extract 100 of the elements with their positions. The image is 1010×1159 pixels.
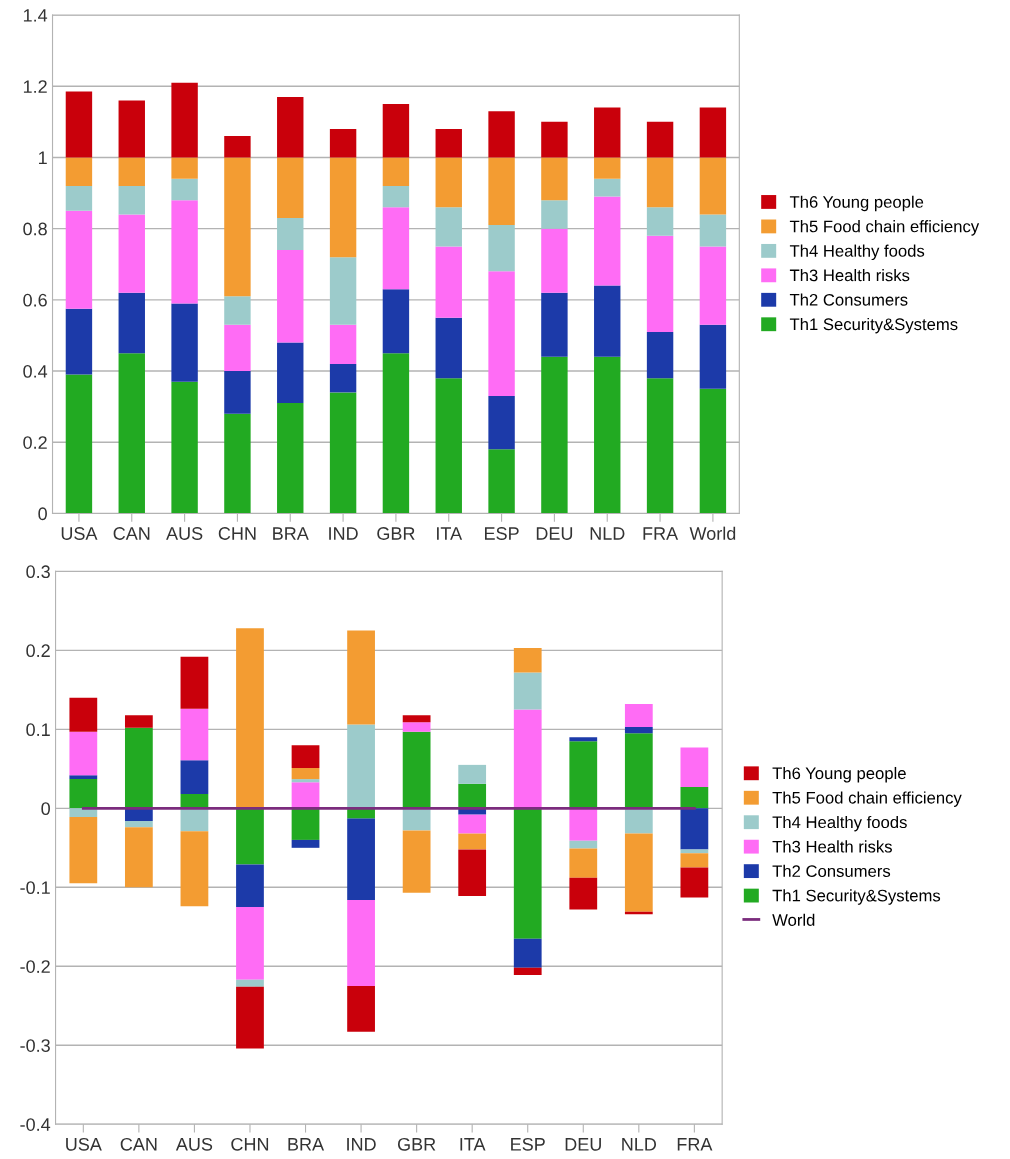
bar [277, 217, 304, 251]
bar [291, 768, 320, 780]
bar [224, 413, 251, 514]
bar [180, 708, 209, 761]
bar [594, 178, 621, 197]
bar [458, 833, 487, 850]
bar [488, 395, 515, 450]
legend-label: Th1 Security&Systems [772, 889, 941, 905]
x-tick-label: DEU [536, 527, 573, 540]
y-tick-label: 1 [39, 151, 47, 164]
bar [224, 136, 251, 158]
bar [646, 378, 674, 514]
y-tick-label: 0.1 [26, 723, 50, 737]
legend-label: Th6 Young people [789, 195, 924, 212]
bar [488, 449, 515, 514]
bar [124, 727, 153, 809]
bar [435, 128, 462, 158]
bar [236, 979, 264, 987]
bar [347, 818, 375, 900]
bar [171, 157, 198, 179]
bar [541, 200, 568, 229]
y-tick-label: 1.2 [23, 80, 47, 93]
bar [624, 833, 653, 912]
legend-label: Th4 Healthy foods [789, 244, 925, 261]
bar [65, 210, 93, 309]
bar [594, 107, 621, 158]
bar [65, 308, 93, 375]
x-tick-label: AUS [175, 1137, 213, 1151]
legend-label: Th5 Food chain efficiency [772, 791, 962, 807]
bar [224, 157, 251, 297]
bar [277, 250, 304, 343]
bar [680, 787, 709, 809]
bar [124, 820, 153, 828]
legend-label: Th1 Security&Systems [789, 317, 958, 334]
bar [118, 353, 145, 514]
bar [382, 289, 410, 354]
bar [347, 724, 375, 809]
x-tick-label: FRA [677, 1138, 713, 1151]
bar [569, 840, 598, 849]
bar [329, 324, 357, 364]
bar [624, 704, 653, 727]
legend-label: Th6 Young people [772, 766, 906, 783]
bar [488, 111, 515, 158]
x-tick-label: CAN [120, 1137, 157, 1151]
y-tick-label: 0.3 [26, 565, 50, 579]
bar [594, 285, 621, 357]
bar [569, 848, 598, 878]
bar [488, 271, 515, 396]
bar [513, 967, 542, 975]
bar [402, 722, 431, 732]
bar [699, 107, 727, 158]
bar [513, 709, 542, 809]
legend-label: World [772, 913, 815, 926]
bar [277, 403, 304, 514]
bar [118, 185, 145, 215]
x-tick-label: IND [329, 527, 358, 540]
bar [680, 808, 709, 850]
bar [277, 157, 304, 218]
bar [541, 356, 568, 514]
bar [513, 938, 542, 968]
bar [171, 200, 198, 304]
bar [680, 853, 709, 868]
bar [382, 207, 410, 290]
x-tick-label: GBR [377, 527, 415, 540]
bar [171, 303, 198, 382]
bar [180, 760, 209, 795]
x-tick-label: BRA [273, 527, 309, 540]
bar [180, 656, 209, 709]
bar [624, 726, 653, 734]
bar [118, 292, 145, 354]
bar [569, 741, 598, 809]
bar [171, 82, 198, 158]
x-tick-label: IND [347, 1138, 376, 1151]
bar [513, 648, 542, 673]
y-tick-label: 0.6 [23, 293, 47, 307]
bar [118, 157, 145, 186]
bar [224, 296, 251, 325]
bar [699, 214, 727, 247]
bar [541, 292, 568, 357]
x-tick-label: ITA [460, 1138, 486, 1151]
bar [402, 731, 431, 809]
bar [488, 157, 515, 226]
bar [513, 808, 542, 939]
bar [329, 157, 357, 258]
bar [624, 808, 653, 834]
y-tick-label: 0.8 [23, 222, 47, 236]
bar [382, 157, 410, 186]
y-tick-label: -0.4 [20, 1118, 51, 1131]
x-tick-label: ESP [485, 527, 519, 540]
x-tick-label: FRA [643, 527, 679, 540]
bar [329, 128, 357, 158]
y-tick-label: -0.1 [20, 881, 50, 895]
bar [680, 867, 709, 898]
bar [124, 715, 153, 728]
bar [236, 628, 264, 809]
y-tick-label: -0.3 [20, 1039, 50, 1052]
legend-label: Th3 Health risks [789, 269, 910, 282]
bar [69, 775, 98, 780]
bar [171, 381, 198, 514]
bar [435, 157, 462, 208]
